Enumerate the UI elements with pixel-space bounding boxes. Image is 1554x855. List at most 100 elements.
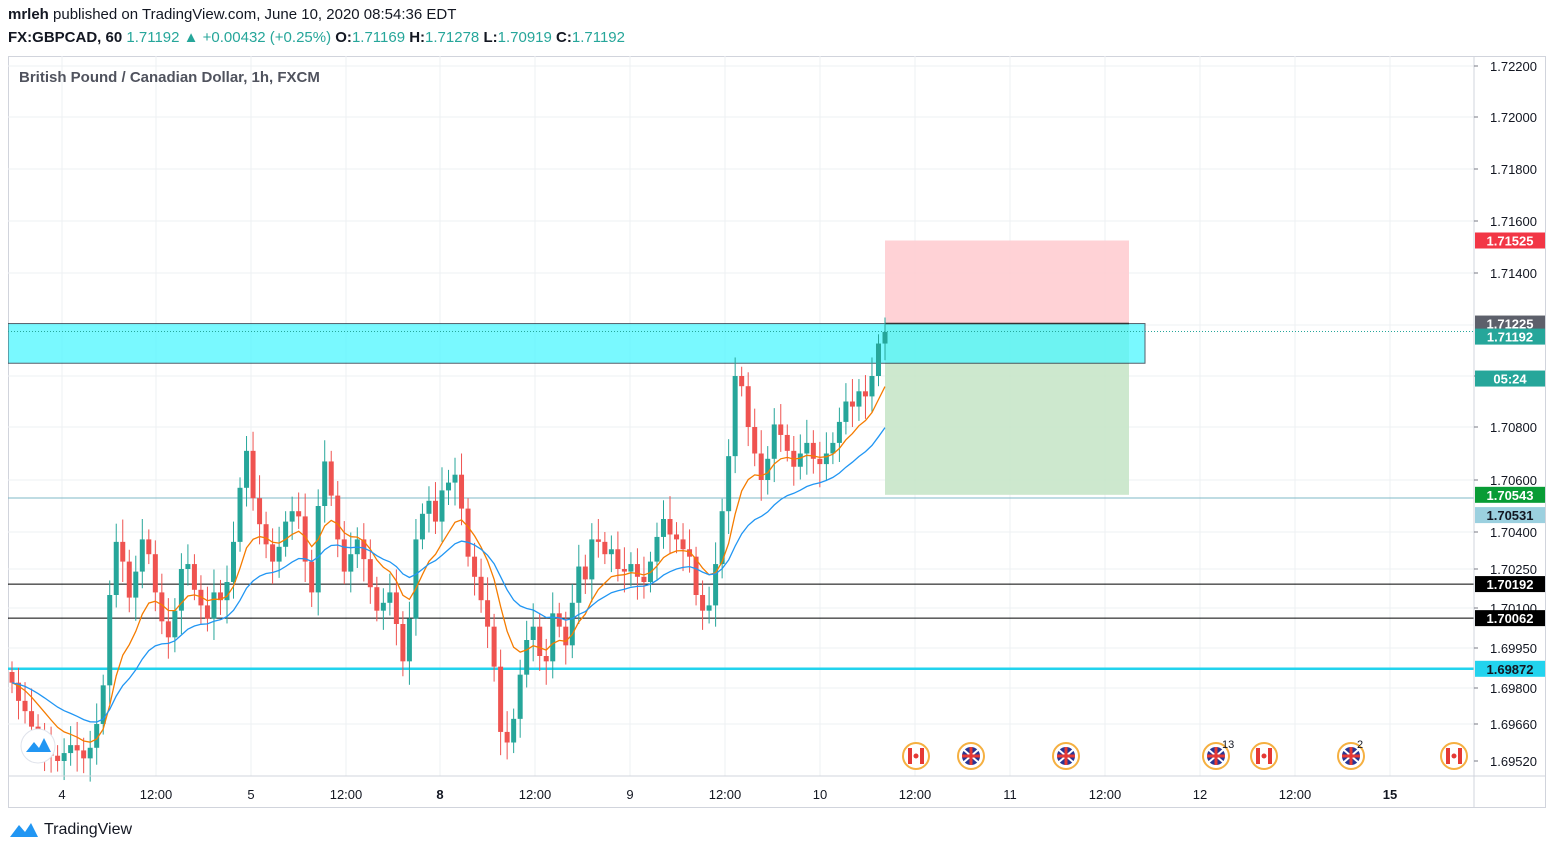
time-tick-label: 12:00	[1089, 787, 1122, 802]
supply-zone	[7, 323, 1146, 364]
candle-body	[113, 541, 119, 595]
candle-body	[784, 434, 790, 451]
candle-body	[250, 450, 256, 499]
ema-fast-line	[11, 386, 886, 743]
candle-body	[849, 401, 855, 407]
candle-body	[172, 610, 178, 638]
candle-body	[309, 561, 315, 593]
time-axis[interactable]: 4 12:00 5 12:00 8 12:00 9 12:00 10 12:00 11 12:00 12…	[8, 775, 1546, 802]
candle-body	[817, 458, 823, 465]
price-label-badge	[1475, 486, 1545, 503]
candle-body	[100, 685, 106, 724]
time-tick-label: 4	[58, 787, 65, 802]
symbol-label[interactable]: FX:GBPCAD, 60	[8, 29, 123, 46]
candle-body	[556, 613, 562, 627]
price-label-text: 1.70062	[1487, 611, 1534, 626]
candle-body	[719, 511, 725, 565]
chart-container[interactable]: 1.722001.720001.718001.716001.714001.710…	[7, 56, 1546, 808]
candle-body	[165, 621, 171, 638]
candle-body	[700, 595, 706, 611]
candle-body	[22, 700, 28, 712]
candlestick-chart[interactable]: 1.722001.720001.718001.716001.714001.710…	[7, 56, 1546, 808]
candle-body	[517, 674, 523, 719]
candle-body	[133, 571, 139, 598]
legend-line: FX:GBPCAD, 60 1.71192 ▲ +0.00432 (+0.25%…	[8, 29, 625, 46]
candle-body	[400, 624, 406, 662]
candle-body	[16, 682, 22, 701]
candle-body	[537, 626, 543, 656]
candle-body	[61, 753, 67, 761]
candle-body	[465, 508, 471, 557]
price-label-text: 1.71192	[1487, 330, 1533, 345]
candle-body	[217, 592, 223, 601]
chart-title: British Pound / Canadian Dollar, 1h, FXC…	[19, 69, 320, 86]
candle-body	[875, 343, 881, 376]
price-tick-label: 1.69950	[1490, 641, 1537, 656]
candle-body	[491, 626, 497, 667]
candle-body	[543, 656, 549, 662]
candle-body	[771, 424, 777, 459]
candle-body	[589, 539, 595, 580]
time-tick-label: 10	[813, 787, 827, 802]
candle-body	[621, 569, 627, 572]
price-tick-label: 1.70250	[1490, 562, 1537, 577]
canada-flag-stripe	[1268, 748, 1272, 764]
candle-body	[432, 500, 438, 522]
canada-flag-stripe	[1446, 748, 1450, 764]
candle-body	[641, 576, 647, 582]
candle-body	[374, 587, 380, 611]
candle-body	[276, 546, 282, 562]
candle-body	[361, 539, 367, 560]
candle-body	[146, 539, 152, 555]
candle-body	[315, 506, 321, 593]
candle-body	[107, 595, 113, 686]
canada-flag-stripe	[920, 748, 924, 764]
low-value: 1.70919	[497, 29, 552, 46]
canada-flag-stripe	[908, 748, 912, 764]
candle-body	[439, 490, 445, 522]
candle-body	[406, 618, 412, 662]
footer-brand[interactable]: TradingView	[8, 820, 132, 840]
event-count: 2	[1357, 739, 1363, 751]
footer-brand-label: TradingView	[44, 821, 133, 838]
event-count: 13	[1222, 739, 1234, 751]
candle-body	[667, 519, 673, 535]
chart-logo-icon[interactable]	[20, 728, 56, 764]
candle-body	[843, 401, 849, 422]
candle-body	[139, 539, 145, 572]
candle-body	[869, 376, 875, 397]
price-axis[interactable]: 1.722001.720001.718001.716001.714001.710…	[1473, 56, 1545, 808]
last-price: 1.71192	[126, 29, 180, 46]
price-tick-label: 1.70400	[1490, 525, 1537, 540]
candle-body	[654, 536, 660, 562]
price-tick-label: 1.72000	[1490, 110, 1537, 125]
candle-body	[9, 672, 15, 683]
candle-body	[765, 458, 771, 480]
candle-body	[485, 600, 491, 627]
candle-body	[296, 511, 302, 517]
candle-body	[257, 498, 263, 525]
candle-body	[335, 495, 341, 540]
candle-body	[524, 640, 530, 675]
candle-body	[797, 453, 803, 467]
price-tick-label: 1.71800	[1490, 162, 1537, 177]
canada-flag-stripe	[1256, 748, 1260, 764]
candle-body	[68, 745, 74, 754]
candle-body	[270, 544, 276, 562]
candle-body	[244, 450, 250, 488]
candle-body	[81, 750, 87, 759]
candle-body	[602, 541, 608, 555]
price-label-text: 1.70543	[1487, 488, 1534, 503]
maple-leaf-icon	[1451, 753, 1457, 759]
candle-body	[713, 564, 719, 606]
time-tick-label: 12	[1193, 787, 1207, 802]
candle-body	[120, 541, 126, 562]
high-value: 1.71278	[425, 29, 480, 46]
candle-body	[628, 564, 634, 572]
publisher-name[interactable]: mrleh	[8, 6, 49, 23]
candle-body	[328, 461, 334, 496]
candle-body	[569, 602, 575, 646]
candle-body	[830, 442, 836, 454]
price-label-badge	[1475, 660, 1545, 677]
candle-body	[289, 511, 295, 522]
